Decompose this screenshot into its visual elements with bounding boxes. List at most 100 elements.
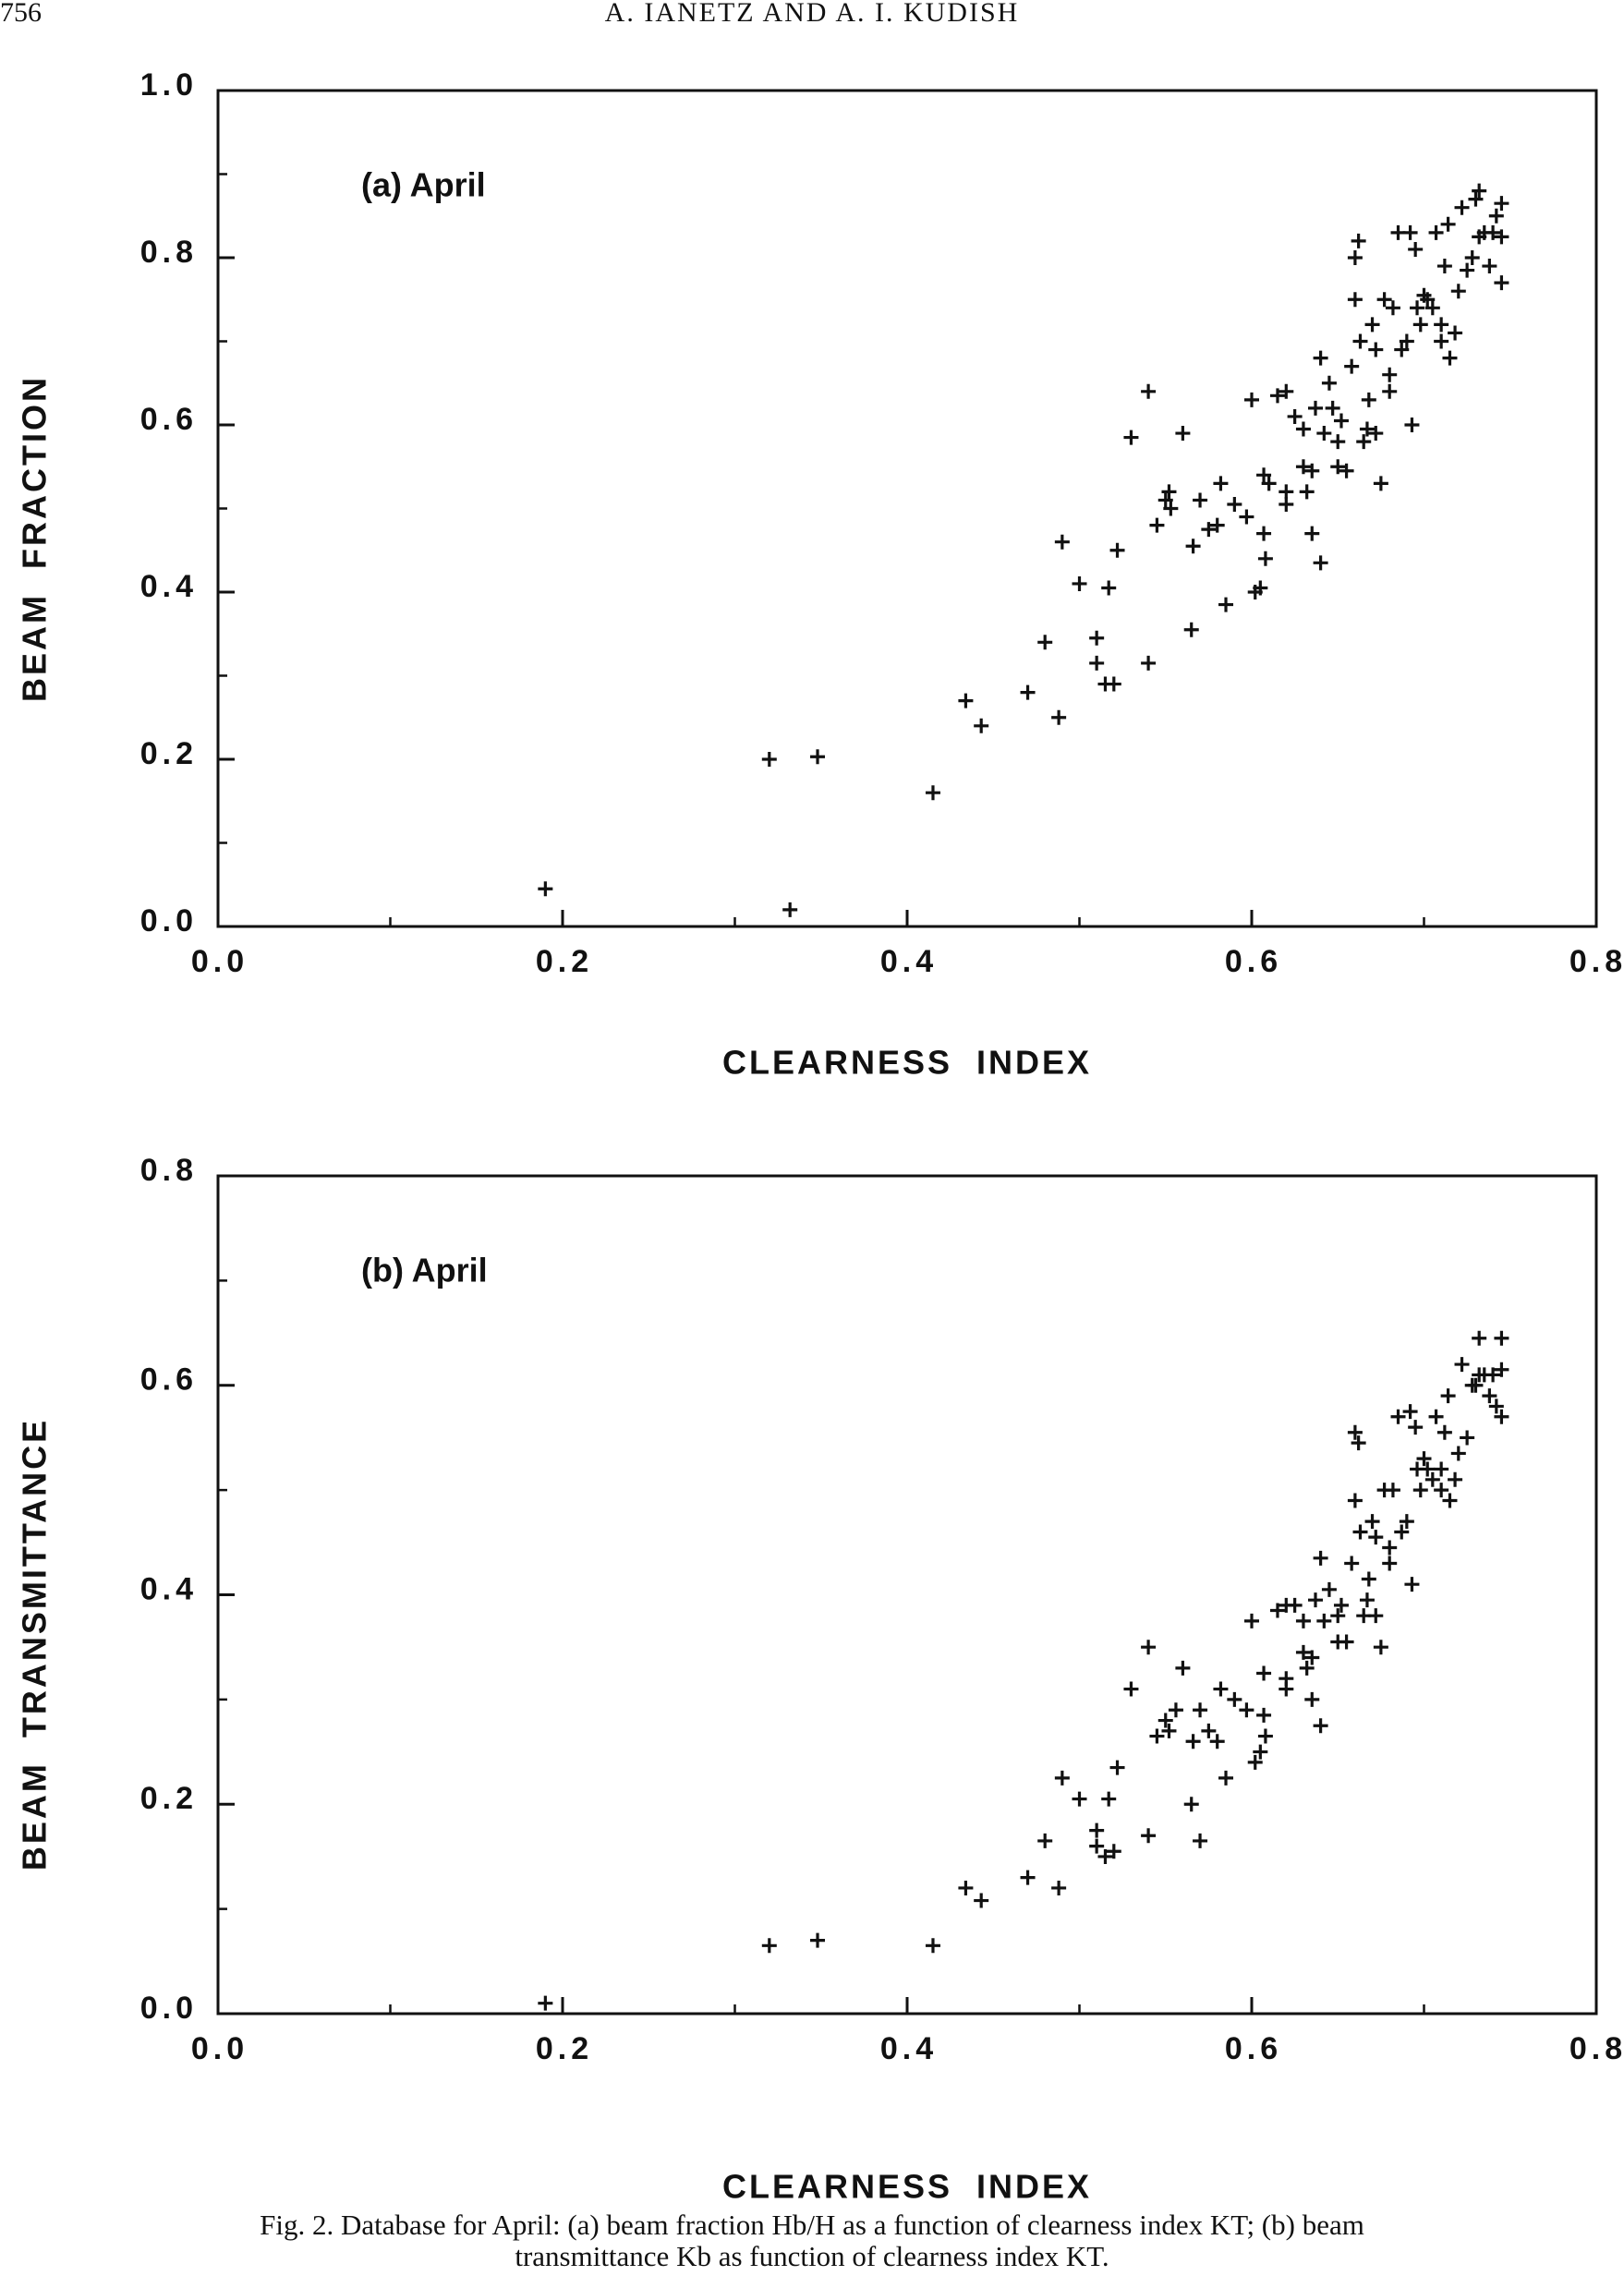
data-point (1218, 597, 1234, 612)
data-point (1239, 509, 1254, 525)
data-point (1256, 1665, 1272, 1681)
data-point (1488, 208, 1504, 224)
plot-frame (216, 1174, 1598, 2016)
data-point (1054, 1770, 1070, 1786)
data-point (1316, 426, 1332, 442)
data-point (1299, 484, 1315, 500)
data-point (1494, 196, 1509, 212)
data-point (1351, 233, 1366, 248)
data-point (1109, 1760, 1125, 1775)
data-point (1382, 367, 1398, 382)
data-point (1347, 292, 1363, 308)
data-point (974, 718, 989, 733)
data-point (1253, 1744, 1268, 1760)
data-point (1373, 1640, 1388, 1655)
data-point (1106, 1844, 1121, 1859)
data-point (1269, 388, 1285, 404)
data-point (1141, 383, 1157, 399)
data-point (1175, 426, 1191, 442)
data-point (1089, 655, 1105, 671)
data-point (1279, 383, 1294, 399)
data-point (1494, 1409, 1509, 1424)
data-point (1257, 1728, 1273, 1744)
data-point (1227, 496, 1242, 512)
y-tick-label: 0.6 (140, 402, 198, 437)
y-tick-label: 0.0 (140, 1991, 198, 2026)
data-point (1454, 1357, 1470, 1373)
data-point (1436, 259, 1452, 274)
data-point (1402, 224, 1418, 240)
data-point (1239, 1702, 1254, 1718)
data-point (1218, 1770, 1234, 1786)
data-point (1141, 1640, 1157, 1655)
data-point (1256, 467, 1272, 483)
data-point (925, 1938, 940, 1954)
data-point (1244, 1613, 1259, 1628)
data-point (1321, 1581, 1337, 1597)
data-point (1175, 1660, 1191, 1676)
data-point (1109, 542, 1125, 558)
data-point (1347, 250, 1363, 265)
data-point (1279, 496, 1294, 512)
data-point (1485, 1367, 1501, 1383)
data-point (1279, 1681, 1294, 1697)
data-point (1123, 430, 1139, 445)
data-point (1330, 459, 1346, 475)
data-point (1321, 375, 1337, 391)
data-point (1364, 1514, 1380, 1530)
data-point (1193, 492, 1208, 508)
data-point (1460, 262, 1475, 278)
data-point (1485, 224, 1501, 240)
data-point (1089, 630, 1105, 646)
data-point (1352, 333, 1368, 349)
data-point (1185, 1734, 1201, 1749)
data-point (1227, 1691, 1242, 1707)
y-tick-label: 0.8 (140, 1153, 198, 1188)
data-point (1257, 551, 1273, 566)
y-tick-label: 0.0 (140, 903, 198, 938)
data-point (1261, 476, 1277, 491)
data-point (1333, 413, 1349, 429)
data-point (1410, 300, 1425, 316)
data-point (1161, 1723, 1177, 1738)
x-tick-label: 0.0 (191, 944, 248, 979)
data-point (1193, 1702, 1208, 1718)
data-point (1373, 476, 1388, 491)
data-point (1054, 534, 1070, 550)
data-point (1442, 1493, 1458, 1508)
data-point (1256, 526, 1272, 541)
data-point (1106, 676, 1121, 692)
data-point (1494, 1362, 1509, 1377)
data-point (1420, 292, 1436, 308)
data-point (1402, 1404, 1418, 1420)
data-point (1037, 1833, 1053, 1848)
data-point (1308, 1592, 1324, 1608)
x-tick-label: 0.4 (880, 944, 938, 979)
data-point (538, 881, 553, 897)
data-point (1299, 1660, 1315, 1676)
data-point (1304, 1650, 1320, 1665)
data-point (1020, 1870, 1036, 1885)
data-point (1472, 183, 1487, 199)
data-point (1408, 1420, 1424, 1435)
y-axis-label: BEAM TRANSMITTANCE (16, 1418, 54, 1870)
data-point (1244, 392, 1259, 407)
data-point (1089, 1822, 1105, 1838)
data-point (1201, 1723, 1217, 1738)
data-point (1488, 1398, 1504, 1414)
data-point (1185, 539, 1201, 554)
data-point (1416, 1451, 1432, 1467)
data-point (1412, 317, 1428, 333)
data-point (1385, 1483, 1400, 1498)
data-point (1352, 1524, 1368, 1540)
page-number: 756 (0, 0, 42, 28)
data-point (1420, 1461, 1436, 1477)
data-point (1279, 484, 1294, 500)
data-point (1344, 358, 1360, 374)
data-point (1424, 1471, 1440, 1487)
data-point (1072, 1791, 1087, 1807)
data-point (1368, 342, 1384, 357)
data-point (1399, 333, 1414, 349)
data-point (1253, 580, 1268, 596)
